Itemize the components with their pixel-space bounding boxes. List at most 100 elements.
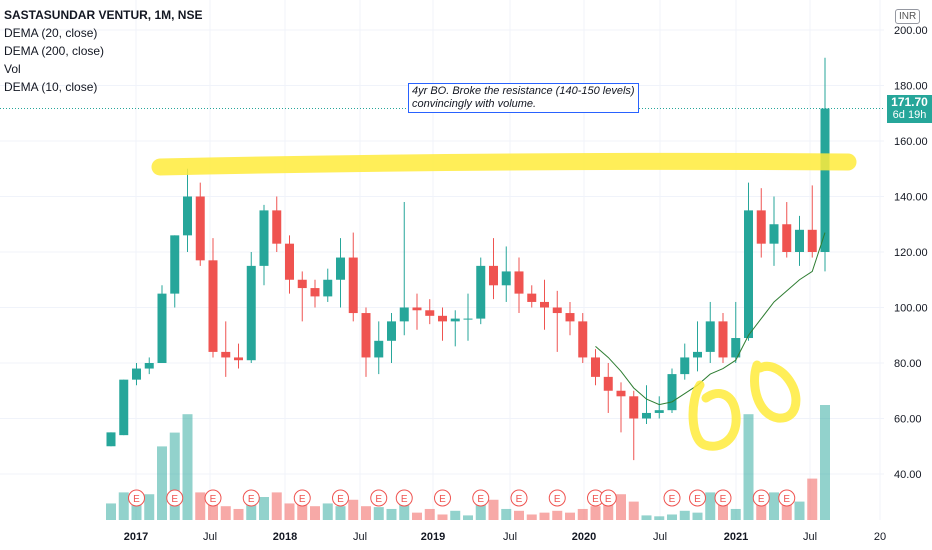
volume-bars — [106, 405, 830, 520]
x-tick-label: Jul — [353, 531, 367, 543]
volume-circle-2 — [750, 360, 801, 423]
earnings-label: E — [669, 494, 676, 505]
grid — [0, 0, 884, 520]
volume-bar — [743, 414, 754, 520]
volume-bar — [322, 503, 333, 520]
legend-study-vol[interactable]: Vol — [4, 62, 21, 76]
volume-bar — [705, 492, 716, 520]
earnings-label: E — [694, 494, 701, 505]
volume-bar — [807, 478, 818, 520]
y-tick-label: 160.00 — [894, 136, 928, 148]
candle-body — [412, 307, 422, 311]
candle-body — [565, 313, 575, 322]
volume-bar — [297, 497, 308, 520]
earnings-label: E — [439, 494, 446, 505]
earnings-label: E — [592, 494, 599, 505]
earnings-marker: E — [370, 489, 388, 507]
candle-body — [527, 293, 537, 302]
earnings-marker: E — [510, 489, 528, 507]
earnings-label: E — [375, 494, 382, 505]
dema-line — [595, 232, 826, 406]
volume-bar — [565, 512, 575, 520]
earnings-marker: E — [293, 489, 311, 507]
candle-body — [336, 257, 345, 280]
earnings-label: E — [401, 494, 408, 505]
legend-study-dema10[interactable]: DEMA (10, close) — [4, 80, 98, 94]
volume-bar — [386, 508, 397, 520]
text-annotation[interactable]: 4yr BO. Broke the resistance (140-150 le… — [408, 83, 639, 113]
volume-bar — [475, 497, 486, 520]
candle-body — [744, 210, 753, 339]
volume-bar — [781, 497, 792, 520]
x-tick-label: Jul — [203, 531, 217, 543]
candle-body — [654, 410, 664, 413]
volume-bar — [208, 499, 218, 520]
candle-body — [578, 321, 588, 358]
volume-bar — [514, 510, 524, 520]
earnings-marker: E — [128, 489, 145, 507]
earnings-label: E — [299, 494, 306, 505]
volume-bar — [552, 510, 563, 520]
earnings-label: E — [758, 494, 765, 505]
legend-study-dema20[interactable]: DEMA (20, close) — [4, 26, 98, 40]
price-axis: 40.00 60.00 80.00 100.00 120.00 140.00 160.00 1… — [894, 25, 928, 481]
candle-body — [450, 318, 460, 322]
candle-body — [310, 288, 320, 297]
candle-body — [425, 310, 435, 316]
earnings-marker: E — [663, 489, 681, 507]
current-price-label: 171.70 6d 19h — [887, 95, 932, 123]
volume-bar — [577, 508, 588, 520]
earnings-marker: E — [752, 489, 770, 507]
earnings-label: E — [783, 494, 790, 505]
volume-bar — [284, 503, 295, 520]
y-tick-label: 60.00 — [894, 414, 922, 426]
volume-bar — [131, 497, 142, 520]
x-tick-label: 2019 — [421, 531, 445, 543]
volume-bar — [373, 507, 384, 520]
candle-body — [629, 396, 639, 419]
volume-bar — [628, 501, 639, 520]
volume-bar — [488, 499, 499, 520]
x-tick-label: 2017 — [124, 531, 148, 543]
volume-bar — [450, 510, 461, 520]
candle-body — [157, 293, 167, 363]
volume-bar — [603, 499, 614, 520]
volume-bar — [246, 499, 257, 520]
x-tick-label: 2018 — [273, 531, 297, 543]
bar-countdown: 6d 19h — [892, 109, 927, 121]
volume-bar — [106, 503, 116, 520]
volume-bar — [654, 516, 665, 520]
candle-body — [603, 376, 613, 391]
candle-body — [769, 224, 779, 244]
currency-badge[interactable]: INR — [895, 9, 921, 24]
candle-body — [705, 321, 715, 352]
earnings-marker: E — [434, 489, 451, 507]
legend-study-dema200[interactable]: DEMA (200, close) — [4, 44, 105, 58]
candle-body — [501, 271, 511, 286]
candle-body — [782, 224, 792, 252]
earnings-label: E — [554, 494, 561, 505]
legend-symbol-title: SASTASUNDAR VENTUR, 1M, NSE — [4, 8, 203, 22]
earnings-label: E — [171, 494, 178, 505]
candle-body — [667, 374, 677, 411]
y-tick-label: 120.00 — [894, 247, 928, 259]
annotation-line-1: 4yr BO. Broke the resistance (140-150 le… — [412, 85, 635, 97]
volume-bar — [730, 508, 741, 520]
volume-bar — [118, 492, 129, 520]
x-tick-label: Jul — [803, 531, 817, 543]
candle-body — [463, 318, 473, 320]
x-tick-label: 20 — [874, 531, 886, 543]
candle-body — [642, 412, 651, 419]
volume-bar — [769, 492, 779, 520]
volume-bar — [794, 501, 805, 520]
candle-body — [591, 357, 600, 377]
earnings-marker: E — [714, 489, 732, 507]
y-tick-label: 80.00 — [894, 358, 922, 370]
candle-body — [476, 265, 486, 319]
volume-bar — [539, 512, 550, 520]
candle-body — [195, 196, 205, 261]
candle-body — [259, 210, 269, 266]
earnings-marker: E — [689, 489, 706, 507]
